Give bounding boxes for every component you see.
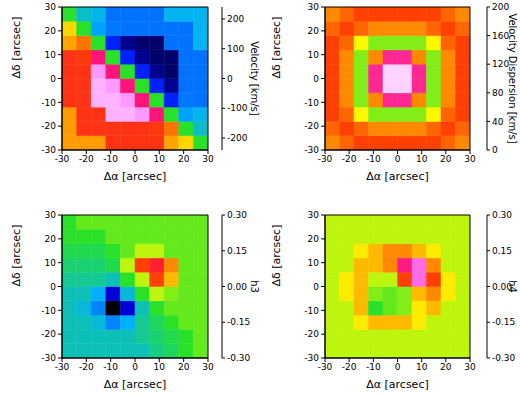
svg-text:0.00: 0.00 (227, 282, 247, 292)
svg-text:0.15: 0.15 (227, 246, 247, 256)
svg-text:160: 160 (492, 31, 509, 41)
svg-text:-10: -10 (304, 98, 319, 108)
svg-text:30: 30 (45, 2, 57, 12)
svg-text:100: 100 (227, 44, 244, 54)
svg-text:-30: -30 (41, 353, 56, 363)
svg-text:10: 10 (154, 154, 166, 164)
svg-text:200: 200 (492, 2, 509, 12)
svg-text:20: 20 (178, 154, 190, 164)
svg-text:-30: -30 (304, 353, 319, 363)
svg-text:0: 0 (50, 282, 56, 292)
svg-text:0: 0 (227, 74, 233, 84)
svg-text:0: 0 (313, 282, 319, 292)
svg-text:0.30: 0.30 (492, 210, 512, 220)
svg-text:Velocity [km/s]: Velocity [km/s] (249, 41, 260, 115)
svg-text:-20: -20 (41, 329, 56, 339)
svg-text:-20: -20 (342, 154, 357, 164)
svg-text:10: 10 (45, 50, 57, 60)
svg-text:10: 10 (416, 362, 428, 372)
svg-text:30: 30 (464, 362, 476, 372)
svg-text:-10: -10 (41, 98, 56, 108)
svg-text:30: 30 (464, 154, 476, 164)
svg-text:h3: h3 (249, 280, 260, 293)
svg-text:30: 30 (308, 210, 320, 220)
svg-text:30: 30 (45, 210, 57, 220)
svg-text:0: 0 (50, 74, 56, 84)
svg-text:10: 10 (154, 362, 166, 372)
svg-text:0: 0 (132, 362, 138, 372)
svg-text:20: 20 (440, 362, 452, 372)
svg-text:-30: -30 (55, 362, 70, 372)
svg-text:Δδ [arcsec]: Δδ [arcsec] (270, 225, 283, 287)
svg-text:-20: -20 (79, 362, 94, 372)
svg-text:-20: -20 (41, 121, 56, 131)
svg-text:Δα [arcsec]: Δα [arcsec] (366, 170, 428, 183)
svg-text:20: 20 (308, 26, 320, 36)
svg-text:-10: -10 (103, 362, 118, 372)
svg-text:h4: h4 (507, 280, 518, 293)
svg-text:Δα [arcsec]: Δα [arcsec] (366, 378, 428, 391)
svg-text:Velocity Dispersion [km/s]: Velocity Dispersion [km/s] (507, 13, 518, 143)
svg-text:-20: -20 (304, 329, 319, 339)
svg-text:20: 20 (308, 234, 320, 244)
svg-text:80: 80 (492, 88, 504, 98)
svg-text:10: 10 (308, 258, 320, 268)
svg-text:-20: -20 (342, 362, 357, 372)
svg-text:-0.15: -0.15 (227, 317, 250, 327)
svg-text:-10: -10 (41, 306, 56, 316)
svg-text:10: 10 (416, 154, 428, 164)
svg-text:0: 0 (492, 145, 498, 155)
svg-text:0: 0 (395, 154, 401, 164)
svg-text:-30: -30 (318, 362, 333, 372)
svg-text:-30: -30 (41, 145, 56, 155)
svg-text:Δδ [arcsec]: Δδ [arcsec] (10, 225, 23, 287)
svg-text:20: 20 (178, 362, 190, 372)
svg-text:Δα [arcsec]: Δα [arcsec] (104, 170, 166, 183)
svg-text:0.30: 0.30 (227, 210, 247, 220)
svg-text:10: 10 (45, 258, 57, 268)
svg-text:-30: -30 (304, 145, 319, 155)
svg-text:-0.15: -0.15 (492, 317, 515, 327)
svg-text:120: 120 (492, 59, 509, 69)
svg-text:-20: -20 (304, 121, 319, 131)
svg-text:10: 10 (308, 50, 320, 60)
svg-text:-30: -30 (55, 154, 70, 164)
svg-text:-20: -20 (79, 154, 94, 164)
svg-text:-10: -10 (366, 362, 381, 372)
svg-text:40: 40 (492, 117, 504, 127)
svg-text:-0.30: -0.30 (492, 353, 515, 363)
svg-text:20: 20 (45, 234, 57, 244)
svg-text:-200: -200 (227, 133, 248, 143)
svg-text:-30: -30 (318, 154, 333, 164)
svg-text:20: 20 (440, 154, 452, 164)
svg-text:-10: -10 (304, 306, 319, 316)
svg-text:Δδ [arcsec]: Δδ [arcsec] (270, 17, 283, 79)
svg-text:0: 0 (313, 74, 319, 84)
svg-text:-0.30: -0.30 (227, 353, 250, 363)
svg-text:-10: -10 (103, 154, 118, 164)
svg-text:-10: -10 (366, 154, 381, 164)
svg-text:-100: -100 (227, 103, 248, 113)
svg-text:30: 30 (308, 2, 320, 12)
svg-text:0: 0 (395, 362, 401, 372)
svg-text:Δδ [arcsec]: Δδ [arcsec] (10, 17, 23, 79)
svg-text:0.15: 0.15 (492, 246, 512, 256)
svg-text:30: 30 (202, 362, 214, 372)
svg-text:30: 30 (202, 154, 214, 164)
svg-text:200: 200 (227, 14, 244, 24)
svg-text:Δα [arcsec]: Δα [arcsec] (104, 378, 166, 391)
svg-text:20: 20 (45, 26, 57, 36)
svg-text:0.00: 0.00 (492, 281, 512, 292)
svg-text:0: 0 (132, 154, 138, 164)
